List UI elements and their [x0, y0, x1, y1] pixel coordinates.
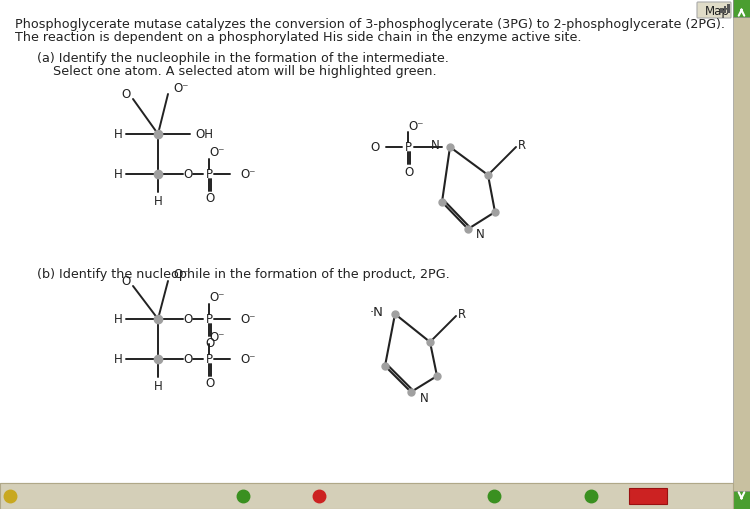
- Text: ?: ?: [8, 491, 13, 501]
- Text: Give Up & View Solution: Give Up & View Solution: [332, 490, 475, 502]
- FancyBboxPatch shape: [697, 3, 731, 19]
- Text: (a) Identify the nucleophile in the formation of the intermediate.: (a) Identify the nucleophile in the form…: [37, 52, 448, 65]
- Text: ◄: ◄: [240, 492, 246, 500]
- Text: ►: ►: [588, 492, 594, 500]
- Bar: [727, 5, 730, 14]
- Text: O⁻: O⁻: [209, 146, 225, 159]
- Text: H: H: [114, 168, 122, 181]
- Text: O⁻: O⁻: [240, 353, 256, 366]
- Text: O: O: [184, 313, 193, 326]
- Bar: [733, 491, 750, 509]
- Text: O: O: [122, 275, 130, 288]
- Text: Exit: Exit: [645, 490, 668, 502]
- Text: O⁻: O⁻: [209, 291, 225, 304]
- Bar: [733, 0, 750, 18]
- Text: O: O: [370, 141, 380, 154]
- Text: P: P: [206, 353, 212, 366]
- Text: Map: Map: [705, 5, 730, 17]
- Text: O: O: [184, 168, 193, 181]
- Text: O⁻: O⁻: [173, 81, 188, 94]
- Bar: [733, 0, 750, 509]
- Text: H: H: [114, 313, 122, 326]
- Text: Phosphoglycerate mutase catalyzes the conversion of 3-phosphoglycerate (3PG) to : Phosphoglycerate mutase catalyzes the co…: [15, 18, 725, 31]
- Text: O⁻: O⁻: [408, 119, 424, 132]
- Text: OH: OH: [195, 128, 213, 141]
- Text: The reaction is dependent on a phosphorylated His side chain in the enzyme activ: The reaction is dependent on a phosphory…: [15, 31, 581, 44]
- Text: O⁻: O⁻: [209, 331, 225, 344]
- Text: H: H: [114, 128, 122, 141]
- Text: P: P: [206, 313, 212, 326]
- Text: H: H: [154, 195, 163, 208]
- Text: N: N: [431, 139, 440, 152]
- Text: N: N: [476, 228, 484, 241]
- Bar: [724, 7, 726, 14]
- Text: O⁻: O⁻: [240, 313, 256, 326]
- Text: O: O: [122, 89, 130, 101]
- Text: Hint: Hint: [22, 490, 48, 502]
- Text: O⁻: O⁻: [240, 168, 256, 181]
- Text: O: O: [404, 166, 414, 179]
- Bar: [720, 9, 722, 14]
- Text: H: H: [114, 353, 122, 366]
- Text: N: N: [420, 392, 429, 405]
- Text: H: H: [154, 380, 163, 393]
- Text: Select one atom. A selected atom will be highlighted green.: Select one atom. A selected atom will be…: [37, 65, 436, 78]
- Text: O: O: [206, 192, 214, 205]
- Text: R: R: [458, 308, 466, 321]
- Text: O: O: [206, 337, 214, 350]
- Text: Previous: Previous: [256, 490, 306, 502]
- Text: ·N: ·N: [369, 306, 383, 319]
- Text: R: R: [518, 139, 526, 152]
- Text: ■: ■: [628, 491, 639, 501]
- Text: O: O: [184, 353, 193, 366]
- Text: ✕: ✕: [315, 491, 323, 501]
- Text: O: O: [206, 377, 214, 390]
- Text: Next: Next: [604, 490, 632, 502]
- Text: Check Answer: Check Answer: [507, 490, 590, 502]
- Bar: [0, 483, 733, 509]
- Text: P: P: [206, 168, 212, 181]
- Text: (b) Identify the nucleophile in the formation of the product, 2PG.: (b) Identify the nucleophile in the form…: [37, 267, 450, 280]
- Text: P: P: [404, 141, 412, 154]
- Text: O⁻: O⁻: [173, 268, 188, 281]
- Text: ✓: ✓: [490, 491, 498, 501]
- Bar: [629, 488, 667, 504]
